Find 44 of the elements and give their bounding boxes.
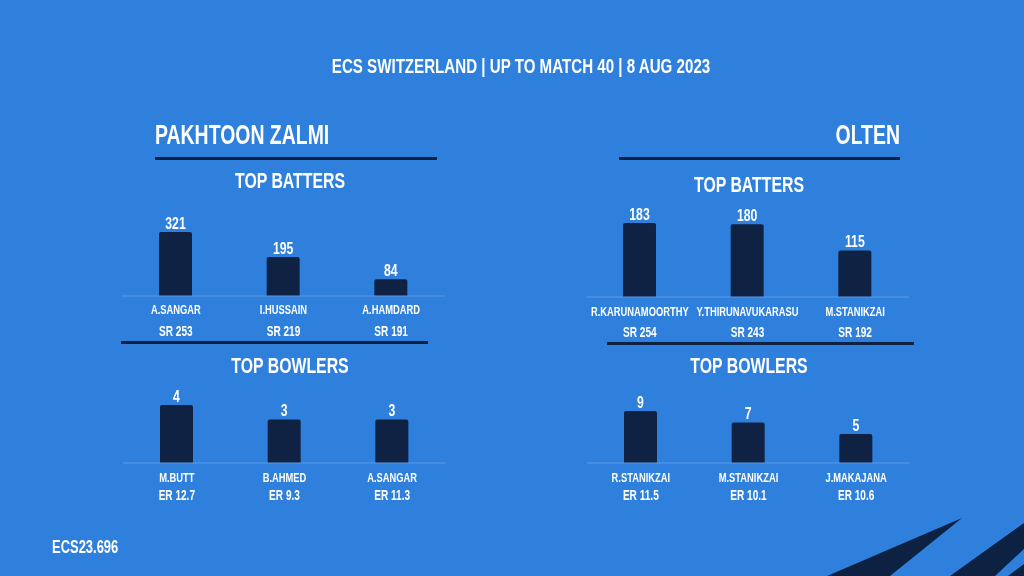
text: ER 11.5	[622, 486, 659, 504]
data-label: 180	[736, 206, 758, 225]
x-tick-label: B.AHMED	[262, 470, 307, 484]
data-label: 195	[272, 238, 294, 258]
x-tick-label: R.KARUNAMOORTHY	[591, 304, 690, 318]
data-label: 5	[852, 415, 860, 435]
x-tick-label: M.BUTT	[159, 470, 195, 484]
data-label: 4	[173, 386, 181, 406]
x-tick-label: A.SANGAR	[367, 470, 418, 484]
text: ECS23.696	[52, 537, 119, 557]
text: SR 253	[159, 322, 193, 340]
chart-title: OLTEN	[835, 119, 900, 150]
x-tick-label: Y.THIRUNAVUKARASU	[696, 304, 799, 318]
chart-subtitle: TOP BATTERS	[693, 172, 805, 197]
text: SR 254	[623, 323, 657, 341]
text: ER 10.1	[730, 486, 767, 504]
data-label: 3	[388, 401, 396, 420]
data-label: 7	[744, 404, 752, 423]
chart-subtitle: TOP BATTERS	[234, 168, 346, 193]
data-label: 183	[629, 204, 650, 224]
x-tick-label: M.STANIKZAI	[718, 470, 779, 484]
text: SR 191	[374, 322, 409, 340]
chart-title: TOP BOWLERS	[231, 353, 349, 378]
chart-title: PAKHTOON ZALMI	[155, 119, 330, 150]
data-label: 115	[844, 232, 865, 251]
text: ER 10.6	[837, 486, 875, 504]
text: SR 192	[838, 323, 873, 341]
data-label: 321	[165, 213, 186, 233]
text: ER 9.3	[269, 486, 301, 504]
chart-title: TOP BOWLERS	[690, 353, 808, 378]
data-label: 9	[637, 392, 644, 412]
text: ECS SWITZERLAND | UP TO MATCH 40 | 8 AUG 2023	[331, 53, 711, 77]
data-label: 84	[384, 261, 399, 280]
x-tick-label: M.STANIKZAI	[825, 304, 885, 318]
x-tick-label: A.HAMDARD	[362, 302, 420, 316]
data-label: 3	[280, 401, 288, 420]
text: SR 219	[266, 322, 301, 340]
text: SR 243	[730, 323, 765, 341]
x-tick-label: A.SANGAR	[150, 302, 201, 316]
text: ER 11.3	[374, 486, 411, 504]
x-tick-label: J.MAKAJANA	[825, 470, 887, 484]
text: ER 12.7	[158, 486, 196, 504]
x-tick-label: R.STANIKZAI	[611, 470, 671, 484]
x-tick-label: I.HUSSAIN	[259, 302, 308, 316]
